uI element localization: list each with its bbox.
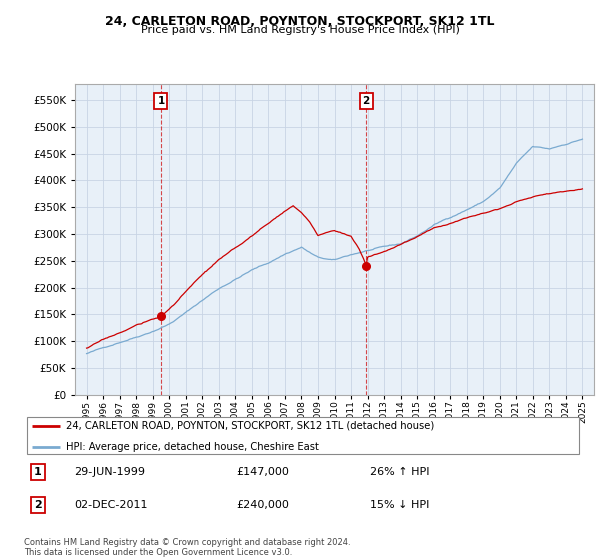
Text: 2: 2	[362, 96, 370, 106]
Text: 02-DEC-2011: 02-DEC-2011	[74, 500, 148, 510]
Text: Price paid vs. HM Land Registry's House Price Index (HPI): Price paid vs. HM Land Registry's House …	[140, 25, 460, 35]
Text: 29-JUN-1999: 29-JUN-1999	[74, 467, 145, 477]
Text: 24, CARLETON ROAD, POYNTON, STOCKPORT, SK12 1TL (detached house): 24, CARLETON ROAD, POYNTON, STOCKPORT, S…	[66, 421, 434, 431]
Text: 2: 2	[34, 500, 42, 510]
Text: Contains HM Land Registry data © Crown copyright and database right 2024.
This d: Contains HM Land Registry data © Crown c…	[24, 538, 350, 557]
Text: 1: 1	[157, 96, 164, 106]
Text: 15% ↓ HPI: 15% ↓ HPI	[370, 500, 430, 510]
FancyBboxPatch shape	[27, 417, 579, 454]
Text: 24, CARLETON ROAD, POYNTON, STOCKPORT, SK12 1TL: 24, CARLETON ROAD, POYNTON, STOCKPORT, S…	[105, 15, 495, 28]
Text: HPI: Average price, detached house, Cheshire East: HPI: Average price, detached house, Ches…	[66, 442, 319, 452]
Text: £240,000: £240,000	[236, 500, 289, 510]
Text: 1: 1	[34, 467, 42, 477]
Text: 26% ↑ HPI: 26% ↑ HPI	[370, 467, 430, 477]
Text: £147,000: £147,000	[236, 467, 289, 477]
